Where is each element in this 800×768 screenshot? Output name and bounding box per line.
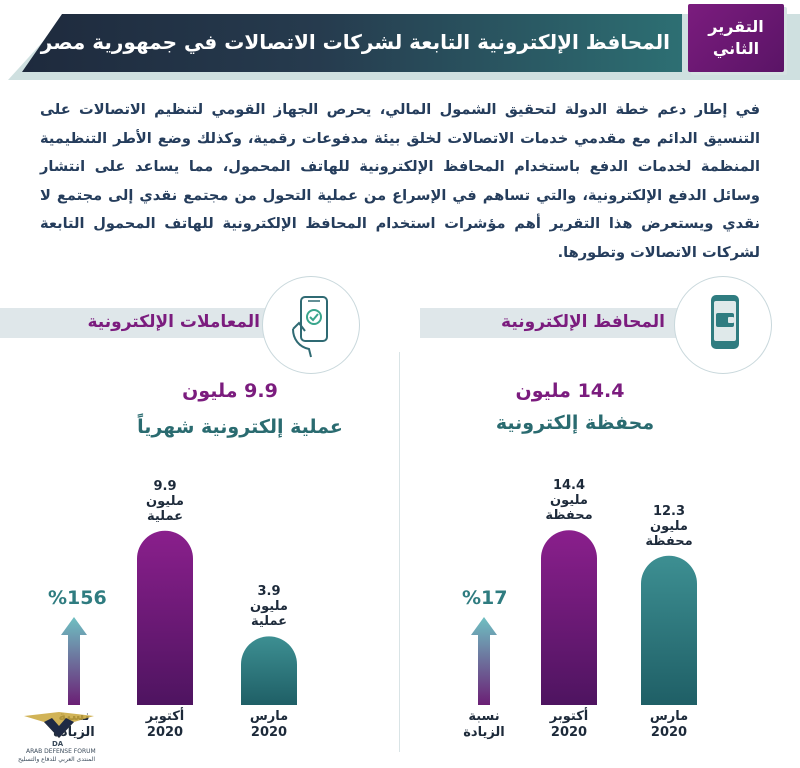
transactions-category-march: مارس 2020 <box>219 709 319 741</box>
wallets-bar-march-label: 12.3 مليون محفظة <box>619 504 719 549</box>
watermark-tagline: المنتدى العربي للدفاع والتسليح <box>18 756 95 763</box>
wallets-category-october: أكتوبر 2020 <box>519 709 619 741</box>
watermark-abbr: DA <box>52 740 64 748</box>
category-year: 2020 <box>250 725 288 740</box>
bar-label-value: 3.9 <box>257 584 281 600</box>
transactions-banner <box>0 308 290 338</box>
wallets-bar-march <box>641 555 697 705</box>
transactions-bar-october <box>137 530 193 705</box>
wallets-banner-label: المحافظ الإلكترونية <box>501 312 665 332</box>
increase-label-line2: الزيادة <box>463 725 505 740</box>
header: المحافظ الإلكترونية التابعة لشركات الاتص… <box>0 4 800 80</box>
bar-label-unit: مليون <box>250 599 288 615</box>
header-bar <box>22 14 682 72</box>
wallets-headline: 14.4 مليون <box>515 380 625 402</box>
bar-label-kind: عملية <box>146 508 184 524</box>
category-year: 2020 <box>550 725 588 740</box>
bar-label-value: 9.9 <box>153 478 177 494</box>
transactions-category-october: أكتوبر 2020 <box>115 709 215 741</box>
category-year: 2020 <box>650 725 688 740</box>
bar-label-unit: مليون <box>550 493 588 509</box>
wallets-increase-arrow <box>471 617 497 705</box>
watermark-name: ARAB DEFENSE FORUM <box>26 748 96 755</box>
page-title: المحافظ الإلكترونية التابعة لشركات الاتص… <box>0 30 670 54</box>
category-month: مارس <box>249 709 289 724</box>
phone-checkmark-hand-icon <box>262 276 360 374</box>
category-month: أكتوبر <box>145 709 185 724</box>
category-month: مارس <box>649 709 689 724</box>
transactions-banner-label: المعاملات الإلكترونية <box>87 312 261 332</box>
bar-label-unit: مليون <box>146 493 184 509</box>
watermark-logo: DA ARAB DEFENSE FORUM المنتدى العربي للد… <box>4 708 114 766</box>
intro-paragraph: في إطار دعم خطة الدولة لتحقيق الشمول الم… <box>40 101 760 261</box>
wallets-bar-october <box>541 530 597 705</box>
transactions-increase-pct: %156 <box>48 587 107 609</box>
report-tag-line1: التقرير <box>708 17 764 36</box>
wallets-increase-label: نسبة الزيادة <box>444 709 524 741</box>
bar-label-value: 12.3 <box>652 503 686 519</box>
wallets-subhead: محفظة إلكترونية <box>495 412 655 434</box>
transactions-bar-march <box>241 636 297 705</box>
transactions-subhead: عملية إلكترونية شهرياً <box>137 416 343 438</box>
category-year: 2020 <box>146 725 184 740</box>
wallets-bar-october-label: 14.4 مليون محفظة <box>519 478 619 523</box>
bar-label-kind: محفظة <box>645 533 693 549</box>
bar-label-kind: عملية <box>250 614 288 630</box>
phone-wallet-icon <box>674 276 772 374</box>
category-month: أكتوبر <box>549 709 589 724</box>
wallets-category-march: مارس 2020 <box>619 709 719 741</box>
transactions-increase-arrow <box>61 617 87 705</box>
report-tag: التقرير الثاني <box>688 4 784 72</box>
transactions-bar-march-label: 3.9 مليون عملية <box>219 584 319 629</box>
bar-label-unit: مليون <box>650 518 688 534</box>
transactions-bar-october-label: 9.9 مليون عملية <box>115 479 215 524</box>
transactions-headline: 9.9 مليون <box>182 380 278 402</box>
section-divider <box>399 352 400 752</box>
increase-label-line1: نسبة <box>468 709 500 724</box>
bar-label-value: 14.4 <box>552 478 586 494</box>
bar-label-kind: محفظة <box>545 508 593 524</box>
report-tag-line2: الثاني <box>712 39 760 58</box>
wallets-increase-pct: %17 <box>462 587 508 609</box>
